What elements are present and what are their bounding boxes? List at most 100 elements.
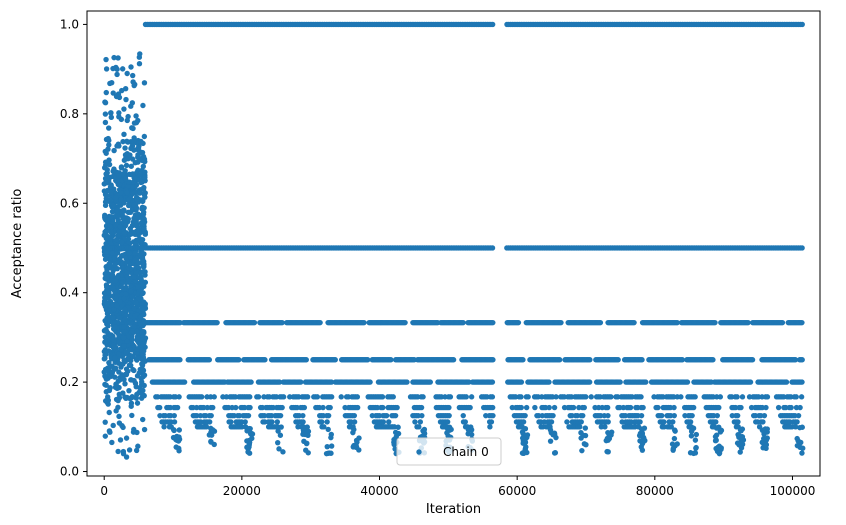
data-point (171, 412, 177, 419)
data-point (668, 424, 674, 430)
data-point (713, 432, 720, 438)
data-point (639, 357, 645, 363)
data-point (522, 412, 528, 419)
data-point (761, 412, 768, 419)
data-point (679, 357, 686, 363)
data-point (137, 314, 144, 321)
y-tick-label: 1.0 (60, 17, 79, 31)
data-point (269, 419, 275, 425)
data-point (133, 113, 139, 119)
data-point (799, 21, 805, 28)
data-point (104, 170, 110, 176)
x-axis-ticks: 0 20000 40000 60000 80000 100000 (100, 476, 815, 498)
data-point (112, 365, 119, 371)
data-point (546, 379, 552, 385)
data-point (102, 419, 108, 425)
data-point (107, 385, 113, 391)
data-point (602, 424, 608, 430)
data-point (102, 334, 108, 340)
data-point (137, 366, 143, 373)
data-point (208, 439, 214, 445)
data-point (134, 400, 141, 406)
data-point (688, 433, 695, 439)
data-point (113, 222, 119, 228)
data-point (208, 412, 214, 419)
data-point (304, 394, 311, 400)
data-point (605, 419, 611, 425)
data-point (392, 412, 399, 419)
data-point (139, 236, 146, 243)
data-point (123, 435, 130, 441)
data-point (136, 176, 143, 183)
data-point (383, 412, 390, 419)
data-point (214, 319, 220, 326)
data-point (275, 428, 281, 434)
data-point (274, 419, 281, 425)
data-point (692, 437, 699, 443)
data-point (277, 412, 284, 419)
data-point (605, 412, 611, 419)
data-point (109, 218, 116, 225)
data-point (176, 445, 182, 452)
data-point (112, 278, 119, 284)
data-point (489, 379, 496, 385)
data-point (737, 427, 744, 433)
data-point (122, 394, 128, 400)
data-point (122, 291, 129, 298)
data-point (106, 409, 112, 416)
data-point (734, 394, 740, 400)
data-point (130, 72, 136, 79)
data-point (103, 382, 109, 388)
data-point (126, 250, 133, 257)
data-point (797, 404, 803, 411)
data-point (103, 284, 110, 290)
data-point (799, 319, 805, 326)
data-point (114, 71, 120, 78)
data-point (388, 357, 394, 363)
data-point (301, 404, 308, 411)
data-point (637, 419, 643, 425)
data-point (105, 323, 111, 329)
data-point (586, 379, 593, 385)
data-point (763, 404, 769, 411)
data-point (120, 334, 127, 341)
data-point (783, 379, 790, 385)
data-point (444, 419, 451, 425)
data-point (110, 422, 116, 429)
data-point (693, 444, 699, 451)
data-point (799, 379, 805, 385)
data-point (128, 400, 135, 406)
data-point (547, 427, 554, 433)
data-point (323, 450, 330, 457)
data-point (119, 265, 125, 271)
data-point (328, 394, 335, 400)
x-tick-label: 80000 (636, 484, 674, 498)
data-point (462, 419, 468, 425)
data-point (128, 103, 134, 109)
y-axis-label: Acceptance ratio (10, 189, 25, 299)
data-point (300, 412, 306, 419)
data-point (114, 292, 120, 299)
data-point (124, 269, 130, 275)
data-point (391, 439, 397, 446)
data-point (101, 356, 108, 362)
data-point (690, 404, 697, 411)
data-point (275, 439, 281, 446)
data-point (112, 261, 118, 268)
data-point (392, 446, 398, 452)
data-point (135, 228, 142, 235)
data-point (489, 21, 496, 28)
data-point (131, 120, 138, 126)
data-point (131, 274, 137, 280)
data-point (745, 319, 751, 326)
data-point (365, 357, 371, 363)
data-point (203, 424, 210, 430)
data-point (102, 433, 109, 439)
data-point (110, 65, 116, 72)
data-point (116, 110, 122, 116)
data-point (674, 319, 680, 326)
data-point (133, 270, 139, 276)
data-point (116, 114, 122, 120)
data-point (738, 440, 745, 447)
data-point (106, 161, 113, 168)
